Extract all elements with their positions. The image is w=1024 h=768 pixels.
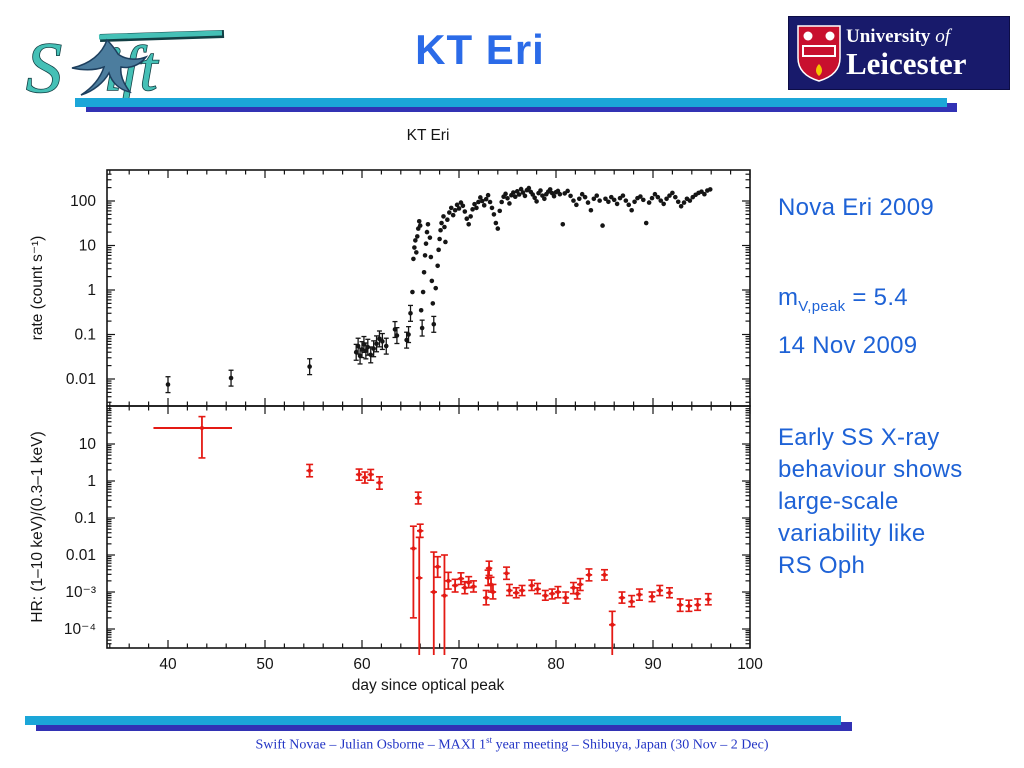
footer-post: year meeting – Shibuya, Japan (30 Nov – … (492, 737, 769, 753)
plot-frame-bottom (106, 405, 751, 649)
svg-text:100: 100 (737, 656, 763, 673)
svg-text:0.1: 0.1 (74, 327, 96, 344)
note-early-line: large-scale (778, 488, 899, 515)
footer-sup: st (486, 735, 493, 745)
svg-text:50: 50 (256, 656, 274, 673)
footer-credit: Swift Novae – Julian Osborne – MAXI 1st … (0, 735, 1024, 754)
note-early-ss: Early SS X-ray behaviour shows large-sca… (778, 422, 1018, 582)
mv-base: m (778, 284, 799, 311)
footer-rule-navy (36, 722, 852, 731)
svg-text:60: 60 (353, 656, 371, 673)
leicester-line1-of: of (935, 26, 950, 47)
svg-text:HR: (1–10 keV)/(0.3–1 keV): HR: (1–10 keV)/(0.3–1 keV) (29, 431, 46, 622)
plot-labels: KT Eri 40 50 60 70 80 90 100 100 10 1 0.1 0.01 10 1 0.1… (29, 127, 763, 694)
leicester-crest-icon (797, 25, 841, 82)
light-curve-chart: KT Eri 40 50 60 70 80 90 100 100 10 1 0.1 0.01 10 1 0.1… (29, 127, 763, 694)
top-panel-points (165, 185, 713, 394)
svg-text:0.01: 0.01 (66, 371, 96, 388)
svg-text:0.01: 0.01 (66, 547, 96, 564)
svg-text:90: 90 (644, 656, 662, 673)
svg-text:10⁻⁴: 10⁻⁴ (64, 621, 96, 638)
leicester-logo: University of Leicester (788, 16, 1010, 90)
header-rule-cyan (75, 98, 947, 107)
footer-rule-cyan (25, 716, 841, 725)
svg-text:40: 40 (159, 656, 177, 673)
svg-text:0.1: 0.1 (74, 510, 96, 527)
swift-logo-swoosh (98, 30, 225, 42)
svg-text:rate (count s⁻¹): rate (count s⁻¹) (29, 236, 46, 341)
note-early-line: variability like (778, 520, 926, 547)
svg-text:10: 10 (79, 238, 97, 255)
note-nova-eri: Nova Eri 2009 (778, 194, 934, 221)
svg-text:1: 1 (87, 282, 96, 299)
footer-pre: Swift Novae – Julian Osborne – MAXI 1 (255, 737, 487, 753)
page-title: KT Eri (415, 26, 545, 73)
bottom-panel-points (153, 415, 712, 655)
swift-logo-letter-s: S (26, 28, 62, 104)
note-early-line: Early SS X-ray (778, 424, 940, 451)
plot-axes (106, 169, 751, 649)
note-early-line: behaviour shows (778, 456, 963, 483)
mv-value: = 5.4 (845, 284, 908, 311)
leicester-wordmark: University of Leicester (846, 27, 966, 79)
note-peak-date: 14 Nov 2009 (778, 332, 918, 359)
leicester-line2: Leicester (846, 46, 967, 81)
svg-text:10⁻³: 10⁻³ (65, 584, 96, 601)
plot-frame-top (106, 169, 751, 407)
swift-bird-icon (71, 38, 149, 96)
swift-logo: S ift (25, 27, 225, 104)
svg-text:KT Eri: KT Eri (407, 127, 450, 144)
leicester-line1: University of (846, 27, 966, 46)
svg-text:100: 100 (70, 193, 96, 210)
mv-subscript: V,peak (798, 297, 846, 315)
note-early-line: RS Oph (778, 552, 866, 579)
svg-text:70: 70 (450, 656, 468, 673)
note-peak-magnitude: mV,peak = 5.4 (778, 284, 908, 315)
leicester-line1-text: University (846, 26, 936, 47)
svg-text:1: 1 (87, 473, 96, 490)
header-rule-navy (86, 103, 957, 112)
svg-text:10: 10 (79, 436, 97, 453)
svg-text:80: 80 (547, 656, 565, 673)
svg-text:day since optical peak: day since optical peak (352, 677, 505, 694)
